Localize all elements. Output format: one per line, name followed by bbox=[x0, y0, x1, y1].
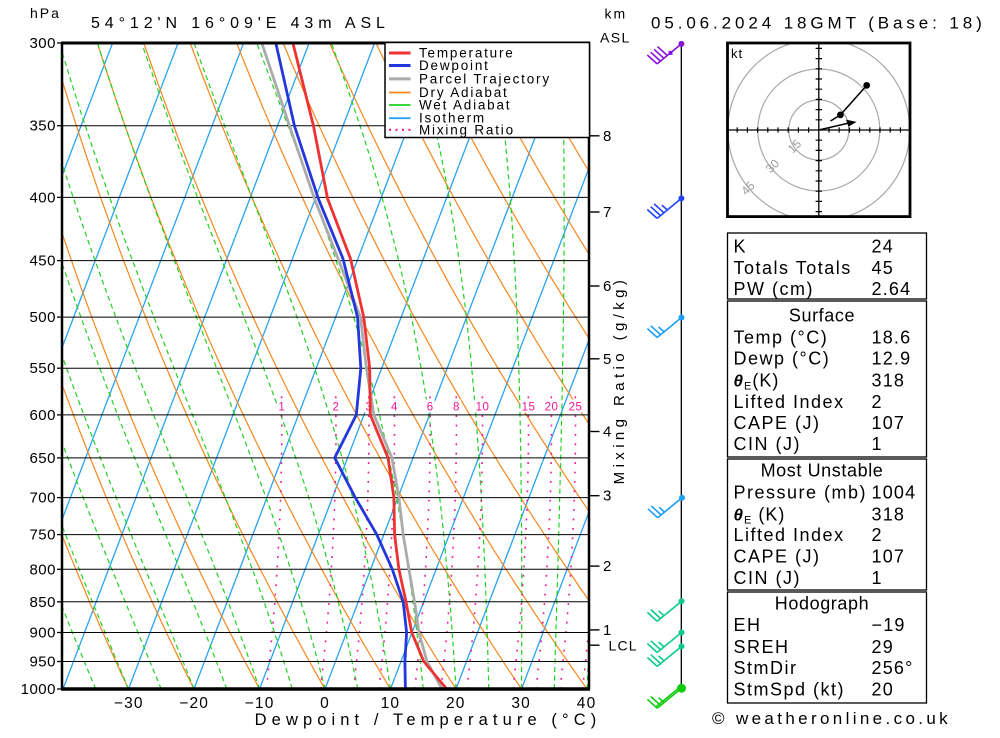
svg-text:1: 1 bbox=[603, 622, 612, 639]
svg-text:300: 300 bbox=[29, 35, 56, 52]
svg-text:800: 800 bbox=[29, 561, 56, 578]
svg-text:km: km bbox=[605, 6, 628, 22]
svg-text:1: 1 bbox=[872, 434, 883, 454]
svg-text:CAPE (J): CAPE (J) bbox=[734, 547, 821, 567]
svg-text:ASL: ASL bbox=[600, 30, 631, 46]
svg-text:18.6: 18.6 bbox=[872, 327, 912, 347]
svg-text:318: 318 bbox=[872, 370, 906, 390]
svg-text:Dewp (°C): Dewp (°C) bbox=[734, 349, 831, 369]
svg-text:© weatheronline.co.uk: © weatheronline.co.uk bbox=[712, 709, 951, 728]
svg-text:750: 750 bbox=[29, 527, 56, 544]
svg-text:θE (K): θE (K) bbox=[734, 504, 786, 526]
svg-text:0: 0 bbox=[320, 695, 330, 712]
svg-text:10: 10 bbox=[476, 402, 490, 414]
svg-text:8: 8 bbox=[603, 128, 612, 145]
svg-text:850: 850 bbox=[29, 594, 56, 611]
svg-text:05.06.2024 18GMT (Base: 18): 05.06.2024 18GMT (Base: 18) bbox=[651, 14, 986, 33]
svg-text:20: 20 bbox=[872, 680, 894, 700]
svg-text:550: 550 bbox=[29, 360, 56, 377]
svg-text:45: 45 bbox=[872, 258, 894, 278]
svg-text:LCL: LCL bbox=[609, 638, 638, 654]
svg-text:6: 6 bbox=[427, 402, 434, 414]
svg-text:54°12'N 16°09'E 43m ASL: 54°12'N 16°09'E 43m ASL bbox=[91, 15, 390, 32]
svg-text:1004: 1004 bbox=[872, 482, 917, 502]
svg-text:Temp (°C): Temp (°C) bbox=[734, 327, 829, 347]
svg-text:600: 600 bbox=[29, 407, 56, 424]
svg-text:25: 25 bbox=[569, 402, 583, 414]
svg-text:−30: −30 bbox=[114, 695, 144, 712]
svg-text:CIN (J): CIN (J) bbox=[734, 434, 802, 454]
svg-text:15: 15 bbox=[522, 402, 536, 414]
svg-text:350: 350 bbox=[29, 118, 56, 135]
svg-text:256°: 256° bbox=[872, 658, 914, 678]
svg-text:Surface: Surface bbox=[789, 306, 855, 326]
svg-text:24: 24 bbox=[872, 237, 894, 257]
svg-text:40: 40 bbox=[577, 695, 597, 712]
svg-text:950: 950 bbox=[29, 654, 56, 671]
svg-text:1000: 1000 bbox=[21, 681, 56, 698]
svg-text:CAPE (J): CAPE (J) bbox=[734, 413, 821, 433]
svg-text:107: 107 bbox=[872, 413, 906, 433]
svg-text:20: 20 bbox=[446, 695, 466, 712]
svg-text:318: 318 bbox=[872, 504, 906, 524]
svg-text:Lifted Index: Lifted Index bbox=[734, 525, 845, 545]
svg-text:700: 700 bbox=[29, 490, 56, 507]
svg-text:2: 2 bbox=[603, 558, 612, 575]
svg-text:Mixing Ratio (g/kg): Mixing Ratio (g/kg) bbox=[611, 276, 628, 485]
svg-text:K: K bbox=[734, 237, 748, 257]
svg-text:2: 2 bbox=[333, 402, 340, 414]
svg-text:Dewpoint / Temperature (°C): Dewpoint / Temperature (°C) bbox=[255, 711, 602, 729]
svg-text:PW (cm): PW (cm) bbox=[734, 279, 814, 299]
svg-text:30: 30 bbox=[511, 695, 531, 712]
svg-text:8: 8 bbox=[453, 402, 460, 414]
svg-text:1: 1 bbox=[278, 402, 285, 414]
svg-text:4: 4 bbox=[603, 424, 612, 441]
svg-text:SREH: SREH bbox=[734, 637, 790, 657]
svg-text:Hodograph: Hodograph bbox=[775, 594, 869, 614]
svg-text:CIN (J): CIN (J) bbox=[734, 568, 802, 588]
svg-text:450: 450 bbox=[29, 253, 56, 270]
svg-text:θE(K): θE(K) bbox=[734, 370, 780, 392]
svg-text:400: 400 bbox=[29, 189, 56, 206]
svg-text:12.9: 12.9 bbox=[872, 349, 912, 369]
svg-text:−20: −20 bbox=[179, 695, 209, 712]
svg-text:650: 650 bbox=[29, 450, 56, 467]
svg-text:Parcel Trajectory: Parcel Trajectory bbox=[419, 71, 551, 86]
svg-text:5: 5 bbox=[603, 351, 612, 368]
svg-text:StmDir: StmDir bbox=[734, 658, 798, 678]
svg-text:Most Unstable: Most Unstable bbox=[761, 461, 884, 481]
svg-text:107: 107 bbox=[872, 547, 906, 567]
svg-text:4: 4 bbox=[391, 402, 398, 414]
svg-text:6: 6 bbox=[603, 278, 612, 295]
svg-text:2: 2 bbox=[872, 392, 883, 412]
svg-text:Pressure (mb): Pressure (mb) bbox=[734, 482, 868, 502]
svg-text:Wet Adiabat: Wet Adiabat bbox=[419, 98, 511, 113]
svg-text:500: 500 bbox=[29, 309, 56, 326]
svg-text:hPa: hPa bbox=[30, 5, 61, 21]
svg-text:Mixing Ratio: Mixing Ratio bbox=[419, 122, 515, 137]
svg-text:3: 3 bbox=[603, 488, 612, 505]
svg-text:−19: −19 bbox=[872, 615, 906, 635]
svg-text:Isotherm: Isotherm bbox=[419, 111, 486, 126]
svg-text:2.64: 2.64 bbox=[872, 279, 912, 299]
svg-text:Totals Totals: Totals Totals bbox=[734, 258, 852, 278]
svg-text:3: 3 bbox=[366, 402, 373, 414]
svg-text:900: 900 bbox=[29, 625, 56, 642]
svg-text:2: 2 bbox=[872, 525, 883, 545]
svg-text:Dewpoint: Dewpoint bbox=[419, 58, 490, 73]
svg-text:Temperature: Temperature bbox=[419, 46, 515, 61]
svg-text:StmSpd (kt): StmSpd (kt) bbox=[734, 680, 846, 700]
svg-text:−10: −10 bbox=[245, 695, 275, 712]
svg-text:Dry Adiabat: Dry Adiabat bbox=[419, 85, 509, 100]
svg-text:1: 1 bbox=[872, 568, 883, 588]
svg-text:kt: kt bbox=[731, 46, 743, 61]
svg-text:Lifted Index: Lifted Index bbox=[734, 392, 845, 412]
svg-text:10: 10 bbox=[381, 695, 401, 712]
svg-text:7: 7 bbox=[603, 204, 612, 221]
svg-text:EH: EH bbox=[734, 615, 762, 635]
svg-text:29: 29 bbox=[872, 637, 894, 657]
svg-text:20: 20 bbox=[545, 402, 559, 414]
